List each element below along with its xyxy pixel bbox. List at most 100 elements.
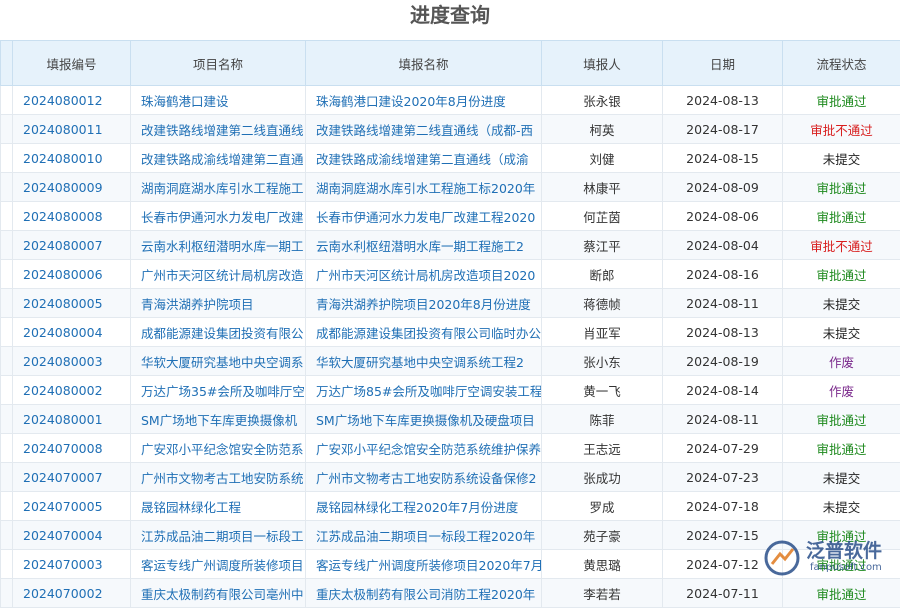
column-header: 填报编号: [13, 41, 131, 86]
cell: SM广场地下车库更换摄像机及硬盘项目: [306, 405, 542, 434]
cell: 2024080003: [13, 347, 131, 376]
cell: 2024-08-11: [663, 289, 783, 318]
cell: 2024080001: [13, 405, 131, 434]
cell: SM广场地下车库更换摄像机: [131, 405, 306, 434]
cell: 2024070007: [13, 463, 131, 492]
cell: 未提交: [783, 492, 900, 521]
column-header: 项目名称: [131, 41, 306, 86]
cell: 2024-08-14: [663, 376, 783, 405]
cell: 2024070008: [13, 434, 131, 463]
cell: 2024080004: [13, 318, 131, 347]
cell: 客运专线广州调度所装修项目2020年7月: [306, 550, 542, 579]
cell: 2024080007: [13, 231, 131, 260]
row-gutter: [1, 492, 13, 521]
cell: 长春市伊通河水力发电厂改建: [131, 202, 306, 231]
cell: 未提交: [783, 144, 900, 173]
cell: 审批通过: [783, 260, 900, 289]
cell: 2024-08-13: [663, 86, 783, 115]
cell: 重庆太极制药有限公司亳州中: [131, 579, 306, 608]
row-gutter: [1, 86, 13, 115]
cell: 青海洪湖养护院项目2020年8月份进度: [306, 289, 542, 318]
cell: 广安邓小平纪念馆安全防范系: [131, 434, 306, 463]
cell: 2024080012: [13, 86, 131, 115]
cell: 2024070002: [13, 579, 131, 608]
cell: 江苏成品油二期项目一标段工程2020年: [306, 521, 542, 550]
cell: 张成功: [542, 463, 663, 492]
cell: 2024080010: [13, 144, 131, 173]
cell: 2024-08-15: [663, 144, 783, 173]
cell: 蔡江平: [542, 231, 663, 260]
row-gutter: [1, 202, 13, 231]
page-title: 进度查询: [0, 0, 900, 32]
cell: 客运专线广州调度所装修项目: [131, 550, 306, 579]
cell: 2024070005: [13, 492, 131, 521]
cell: 2024-08-13: [663, 318, 783, 347]
cell: 2024-08-06: [663, 202, 783, 231]
cell: 审批不通过: [783, 115, 900, 144]
row-gutter: [1, 260, 13, 289]
column-header: 填报人: [542, 41, 663, 86]
cell: 2024-08-11: [663, 405, 783, 434]
cell: 刘健: [542, 144, 663, 173]
cell: 华软大厦研究基地中央空调系: [131, 347, 306, 376]
cell: 审批不通过: [783, 231, 900, 260]
cell: 万达广场35#会所及咖啡厅空: [131, 376, 306, 405]
row-gutter: [1, 550, 13, 579]
cell: 云南水利枢纽潜明水库一期工程施工2: [306, 231, 542, 260]
row-gutter: [1, 289, 13, 318]
cell: 云南水利枢纽潜明水库一期工: [131, 231, 306, 260]
column-header: 日期: [663, 41, 783, 86]
row-gutter: [1, 405, 13, 434]
cell: 华软大厦研究基地中央空调系统工程2: [306, 347, 542, 376]
brand: 泛普软件: [806, 536, 882, 563]
cell: 王志远: [542, 434, 663, 463]
cell: 江苏成品油二期项目一标段工: [131, 521, 306, 550]
cell: 湖南洞庭湖水库引水工程施工: [131, 173, 306, 202]
row-gutter: [1, 521, 13, 550]
cell: 2024080008: [13, 202, 131, 231]
cell: 重庆太极制药有限公司消防工程2020年: [306, 579, 542, 608]
cell: 成都能源建设集团投资有限公司临时办公: [306, 318, 542, 347]
cell: 作废: [783, 376, 900, 405]
row-gutter: [1, 173, 13, 202]
cell: 2024080006: [13, 260, 131, 289]
cell: 改建铁路线增建第二线直通线（成都-西: [306, 115, 542, 144]
cell: 珠海鹤港口建设2020年8月份进度: [306, 86, 542, 115]
cell: 黄一飞: [542, 376, 663, 405]
cell: 广州市天河区统计局机房改造项目2020: [306, 260, 542, 289]
cell: 审批通过: [783, 405, 900, 434]
cell: 何芷茵: [542, 202, 663, 231]
logo: [762, 538, 802, 578]
cell: 2024080011: [13, 115, 131, 144]
cell: 未提交: [783, 463, 900, 492]
cell: 万达广场85#会所及咖啡厅空调安装工程: [306, 376, 542, 405]
row-gutter: [1, 231, 13, 260]
brand-url: fanpusoft.com: [810, 562, 882, 573]
cell: 陈菲: [542, 405, 663, 434]
cell: 长春市伊通河水力发电厂改建工程2020: [306, 202, 542, 231]
row-gutter: [1, 376, 13, 405]
cell: 2024080009: [13, 173, 131, 202]
row-gutter: [1, 144, 13, 173]
cell: 林康平: [542, 173, 663, 202]
row-gutter: [1, 347, 13, 376]
cell: 广州市文物考古工地安防系统: [131, 463, 306, 492]
cell: 未提交: [783, 289, 900, 318]
row-gutter: [1, 579, 13, 608]
cell: 2024080005: [13, 289, 131, 318]
